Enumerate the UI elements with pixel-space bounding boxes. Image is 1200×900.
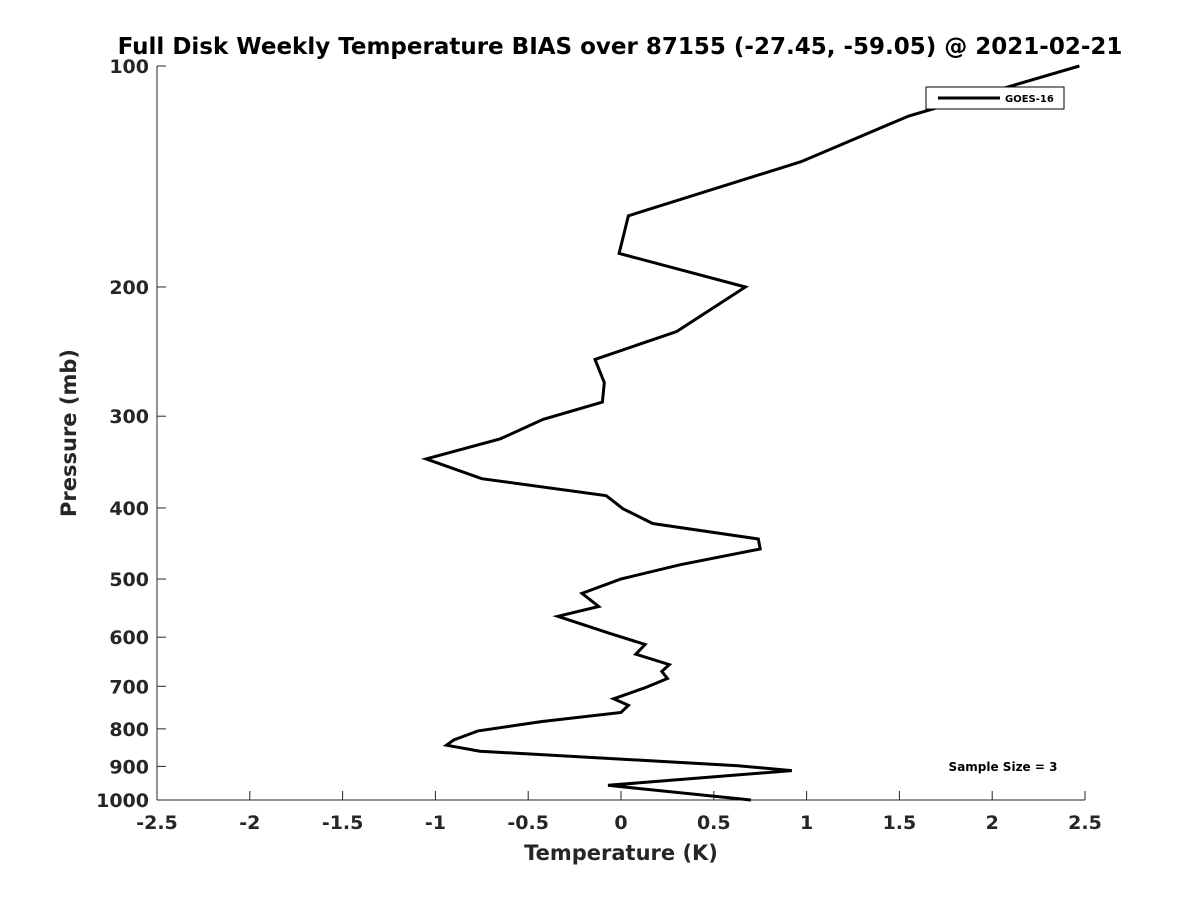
x-tick-label: 0 [614, 812, 627, 834]
y-axis-label: Pressure (mb) [57, 349, 81, 517]
y-tick-label: 800 [109, 719, 149, 741]
x-tick-label: -2 [239, 812, 260, 834]
axes [156, 66, 1085, 801]
sample-size-annotation: Sample Size = 3 [949, 760, 1058, 774]
x-tick-label: 1 [800, 812, 813, 834]
x-tick-label: -2.5 [136, 812, 178, 834]
x-tick-label: 2.5 [1068, 812, 1102, 834]
x-tick-label: -1.5 [322, 812, 364, 834]
y-tick-label: 100 [109, 56, 149, 78]
y-tick-label: 1000 [96, 790, 149, 812]
x-tick-label: -0.5 [507, 812, 549, 834]
x-tick-label: -1 [425, 812, 446, 834]
legend-entry-goes-16: GOES-16 [1005, 94, 1054, 105]
x-tick-label: 0.5 [697, 812, 731, 834]
y-axis-ticks: 100 200 300 400 500 600 700 800 900 1000 [96, 56, 166, 812]
chart-title: Full Disk Weekly Temperature BIAS over 8… [118, 34, 1123, 60]
y-tick-label: 400 [109, 498, 149, 520]
x-tick-label: 1.5 [883, 812, 917, 834]
y-tick-label: 300 [109, 406, 149, 428]
x-tick-label: 2 [986, 812, 999, 834]
y-tick-label: 900 [109, 756, 149, 778]
y-tick-label: 500 [109, 569, 149, 591]
x-axis-label: Temperature (K) [524, 841, 718, 865]
y-tick-label: 600 [109, 627, 149, 649]
y-tick-label: 200 [109, 277, 149, 299]
x-axis-ticks: -2.5 -2 -1.5 -1 -0.5 0 0.5 1 1.5 2 2.5 [136, 791, 1102, 834]
series-line-goes-16 [421, 64, 1080, 802]
legend: GOES-16 [925, 86, 1065, 110]
y-tick-label: 700 [109, 676, 149, 698]
